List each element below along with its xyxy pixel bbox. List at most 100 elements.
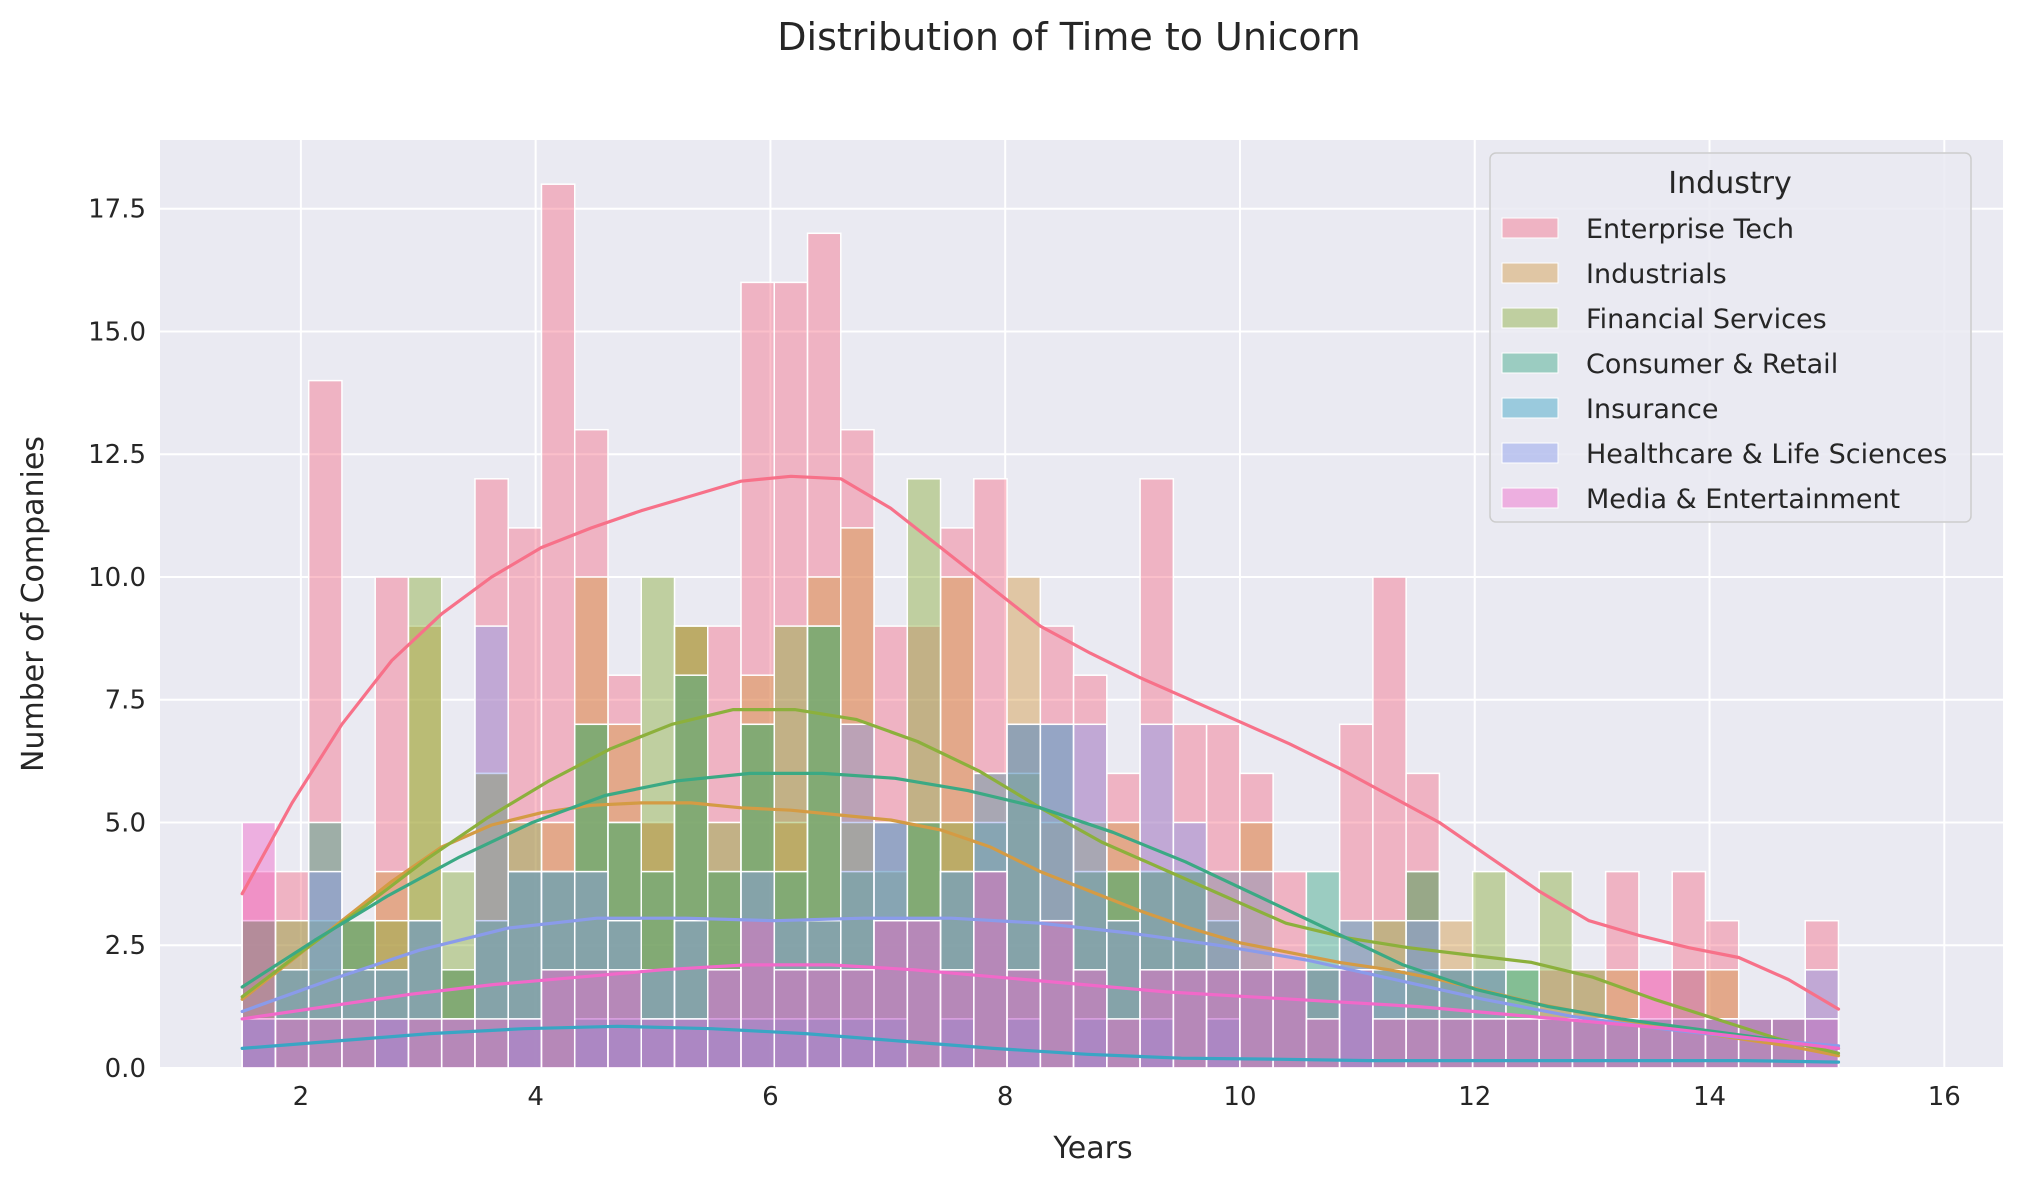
legend-swatch-0 bbox=[1501, 217, 1559, 239]
bar-3-7 bbox=[474, 919, 509, 1069]
bar-0-11 bbox=[607, 674, 642, 1069]
bar-3-2 bbox=[307, 821, 343, 1069]
bar-6-3 bbox=[341, 1018, 376, 1069]
bar-4-23 bbox=[1006, 1018, 1042, 1069]
x-tick-label-3: 8 bbox=[997, 1082, 1014, 1112]
legend-box bbox=[1489, 152, 1972, 523]
bar-2-5 bbox=[407, 576, 443, 1069]
kde-curve-0 bbox=[240, 474, 1841, 1011]
kde-curve-3 bbox=[240, 771, 1841, 1051]
bar-5-35 bbox=[1405, 919, 1441, 1069]
bar-6-18 bbox=[840, 969, 875, 1069]
legend-item-4: Insurance bbox=[1501, 394, 1718, 425]
legend-item-5: Healthcare & Life Sciences bbox=[1501, 439, 1947, 470]
bar-6-24 bbox=[1039, 919, 1075, 1069]
legend-label-3: Consumer & Retail bbox=[1586, 349, 1838, 380]
bar-1-23 bbox=[1006, 576, 1042, 1069]
y-axis-ticks: 0.0 2.5 5.0 7.5 10.0 12.5 15.0 17.5 bbox=[88, 195, 146, 1084]
bar-0-17 bbox=[806, 232, 842, 1069]
bar-5-2 bbox=[307, 870, 343, 1069]
bar-1-16 bbox=[773, 821, 809, 1069]
y-tick-label-2: 5.0 bbox=[105, 808, 146, 838]
bar-6-4 bbox=[374, 1018, 410, 1069]
bar-6-23 bbox=[1006, 969, 1042, 1069]
bar-0-21 bbox=[939, 527, 975, 1069]
bar-2-14 bbox=[707, 821, 742, 1069]
y-tick-label-1: 2.5 bbox=[105, 931, 146, 961]
bar-5-18 bbox=[840, 723, 875, 1069]
bar-5-14 bbox=[707, 969, 742, 1069]
bar-0-2 bbox=[307, 379, 343, 1069]
y-tick-label-5: 12.5 bbox=[88, 440, 146, 470]
bar-5-11 bbox=[607, 919, 642, 1069]
bar-1-22 bbox=[973, 870, 1008, 1069]
bar-5-19 bbox=[873, 821, 909, 1069]
bar-3-15 bbox=[740, 723, 776, 1069]
legend-label-5: Healthcare & Life Sciences bbox=[1586, 439, 1947, 470]
bar-6-29 bbox=[1205, 969, 1241, 1069]
legend-item-0: Enterprise Tech bbox=[1501, 214, 1794, 245]
bar-6-20 bbox=[906, 919, 942, 1069]
y-tick-label-0: 0.0 bbox=[105, 1054, 146, 1084]
bar-3-20 bbox=[906, 821, 942, 1069]
bar-4-16 bbox=[773, 1018, 809, 1069]
legend-title: Industry bbox=[1668, 166, 1791, 201]
bar-3-22 bbox=[973, 821, 1008, 1069]
bar-6-11 bbox=[607, 969, 642, 1069]
bar-0-14 bbox=[707, 625, 742, 1069]
y-tick-label-4: 10.0 bbox=[88, 563, 146, 593]
bar-3-13 bbox=[673, 674, 709, 1069]
bar-6-26 bbox=[1106, 1018, 1141, 1069]
bar-6-27 bbox=[1139, 969, 1175, 1069]
bar-2-21 bbox=[939, 821, 975, 1069]
bar-6-8 bbox=[507, 1018, 543, 1069]
kde-curve-5 bbox=[240, 916, 1841, 1048]
x-tick-label-0: 2 bbox=[293, 1082, 310, 1112]
y-tick-label-7: 17.5 bbox=[88, 195, 146, 225]
bars-series-6 bbox=[241, 821, 1840, 1069]
y-axis-label: Number of Companies bbox=[16, 436, 51, 772]
bar-6-22 bbox=[973, 870, 1008, 1069]
histogram-bars bbox=[241, 183, 1840, 1069]
bar-5-27 bbox=[1139, 723, 1175, 1069]
x-axis-ticks: 2 4 6 8 10 12 14 16 bbox=[293, 1082, 1961, 1112]
bar-5-8 bbox=[507, 870, 543, 1069]
bar-1-20 bbox=[906, 821, 942, 1069]
kde-curve-6 bbox=[240, 963, 1841, 1051]
bar-6-6 bbox=[440, 1018, 476, 1069]
chart-title: Distribution of Time to Unicorn bbox=[777, 15, 1360, 59]
x-axis-label: Years bbox=[1052, 1131, 1132, 1166]
x-tick-label-7: 16 bbox=[1928, 1082, 1961, 1112]
legend-label-0: Enterprise Tech bbox=[1586, 214, 1794, 245]
legend-item-1: Industrials bbox=[1501, 259, 1727, 290]
bar-0-13 bbox=[673, 625, 709, 1069]
bar-6-0 bbox=[241, 821, 277, 1069]
bar-1-19 bbox=[873, 919, 909, 1069]
bar-6-9 bbox=[540, 969, 576, 1069]
legend-swatch-2 bbox=[1501, 307, 1559, 329]
bar-5-24 bbox=[1039, 723, 1075, 1069]
bar-6-21 bbox=[939, 969, 975, 1069]
bar-6-42 bbox=[1638, 969, 1673, 1069]
legend: Industry Enterprise Tech Industrials Finan… bbox=[1489, 152, 1972, 523]
bar-6-15 bbox=[740, 919, 776, 1069]
bar-5-17 bbox=[806, 919, 842, 1069]
kde-curve-4 bbox=[240, 1024, 1841, 1064]
bar-6-13 bbox=[673, 1018, 709, 1069]
legend-swatch-6 bbox=[1501, 487, 1559, 509]
x-tick-label-4: 10 bbox=[1223, 1082, 1256, 1112]
bar-0-23 bbox=[1006, 723, 1042, 1069]
legend-swatch-5 bbox=[1501, 442, 1559, 464]
bar-2-33 bbox=[1338, 969, 1374, 1069]
x-tick-label-1: 4 bbox=[527, 1082, 544, 1112]
bar-6-30 bbox=[1239, 969, 1274, 1069]
legend-swatch-1 bbox=[1501, 262, 1559, 284]
bar-5-13 bbox=[673, 919, 709, 1069]
bar-6-10 bbox=[573, 969, 609, 1069]
legend-label-6: Media & Entertainment bbox=[1586, 484, 1900, 515]
x-tick-label-6: 14 bbox=[1693, 1082, 1726, 1112]
bar-3-33 bbox=[1338, 969, 1374, 1069]
legend-swatch-3 bbox=[1501, 352, 1559, 374]
legend-swatch-4 bbox=[1501, 397, 1559, 419]
